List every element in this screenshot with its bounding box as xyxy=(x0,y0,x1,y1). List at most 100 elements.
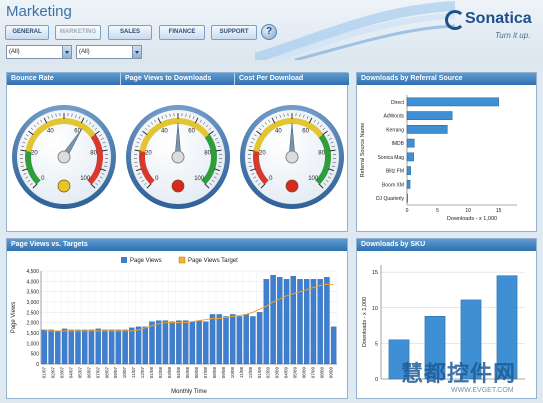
gauge-tick xyxy=(88,122,92,125)
sku-y-tick: 5 xyxy=(375,341,378,347)
pv-bar xyxy=(142,326,148,365)
pageviews-panel: Page Views vs. Targets Page Views Page Vi… xyxy=(6,238,348,399)
gauge-section-pv: Page Views to Downloads 0 20 40 60 80 100 xyxy=(121,73,235,231)
gauge-tick xyxy=(30,127,34,131)
chevron-down-icon[interactable] xyxy=(132,46,141,58)
tab-marketing[interactable]: MARKETING xyxy=(55,25,101,40)
gauge-tick xyxy=(33,124,37,128)
gauge-tick xyxy=(185,113,187,117)
pv-bar xyxy=(324,277,330,365)
referral-bar xyxy=(406,180,411,189)
pageviews-title: Page Views vs. Targets xyxy=(7,239,347,251)
pv-x-tick: 03/09 xyxy=(275,367,280,379)
gauge-tick xyxy=(192,115,195,119)
filter-select-1-value: (All) xyxy=(9,49,20,55)
watermark-text: 慧都控件网 xyxy=(401,362,517,387)
tab-support[interactable]: SUPPORT xyxy=(211,25,257,40)
pv-x-tick: 11/07 xyxy=(131,367,136,378)
referral-category-label: Sonica Mag xyxy=(378,155,405,161)
help-icon[interactable]: ? xyxy=(261,24,277,40)
pv-x-tick: 03/08 xyxy=(167,367,172,379)
decorative-swoosh xyxy=(255,1,455,60)
sku-y-tick: 0 xyxy=(375,377,378,383)
pv-target-line xyxy=(44,283,334,332)
pv-bar xyxy=(149,321,155,365)
tab-sales[interactable]: SALES xyxy=(108,25,152,40)
tab-general[interactable]: GENERAL xyxy=(5,25,49,40)
page-title: Marketing xyxy=(6,3,72,20)
pv-x-tick: 04/07 xyxy=(68,367,73,379)
gauge-title: Bounce Rate xyxy=(7,73,121,85)
gauge-tick xyxy=(141,179,145,182)
gauge-tick xyxy=(101,149,108,152)
pv-bar xyxy=(75,329,81,365)
gauge-tick xyxy=(47,115,50,119)
gauge-band xyxy=(87,134,103,185)
gauge-tick xyxy=(147,124,151,128)
gauge-status-light xyxy=(57,179,71,193)
pv-bar xyxy=(196,320,202,365)
sku-y-label: Downloads - x 1,000 xyxy=(362,297,368,347)
referral-category-label: Boom XM xyxy=(382,182,404,188)
pv-bar xyxy=(162,320,169,365)
gauge-tick xyxy=(322,127,326,131)
gauge-tick xyxy=(213,176,217,179)
gauge-tick xyxy=(329,173,333,175)
pv-bar xyxy=(95,328,101,365)
gauge-tick xyxy=(135,165,139,167)
gauge-tick-label: 0 xyxy=(269,176,273,182)
gauge-tick xyxy=(255,179,259,182)
pv-x-tick: 08/07 xyxy=(104,367,109,379)
pv-y-tick: 2,500 xyxy=(26,310,39,316)
gauge-tick-label: 80 xyxy=(204,150,211,156)
gauge-tick xyxy=(144,127,148,131)
gauge-tick-label: 40 xyxy=(161,128,168,134)
bounce-rate-gauge: 0 20 40 60 80 100 xyxy=(12,105,116,209)
filter-select-1[interactable]: (All) xyxy=(6,45,72,59)
gauge-tick xyxy=(217,145,221,148)
gauge-tick xyxy=(283,113,285,117)
pv-y-tick: 3,000 xyxy=(26,300,39,306)
pv-y-tick: 1,500 xyxy=(26,331,39,337)
pv-bar xyxy=(82,329,88,365)
gauge-tick xyxy=(327,176,331,179)
gauge-tick-label: 80 xyxy=(318,150,325,156)
referral-bar xyxy=(406,166,411,175)
pv-x-tick: 02/07 xyxy=(50,367,55,379)
referral-bar xyxy=(406,111,453,120)
pv-x-tick: 06/07 xyxy=(86,367,91,379)
gauge-tick xyxy=(251,173,255,175)
gauge-tick xyxy=(253,176,257,179)
gauge-tick xyxy=(325,179,329,182)
gauge-tick xyxy=(36,122,40,125)
gauge-tick xyxy=(327,134,330,137)
referral-bar xyxy=(406,125,448,134)
pv-x-tick: 08/09 xyxy=(320,367,325,379)
pv-x-tick: 12/07 xyxy=(140,367,145,379)
gauge-tick-label: 60 xyxy=(74,128,81,134)
pv-bar xyxy=(290,276,296,365)
pv-bar xyxy=(263,279,270,365)
pv-bar xyxy=(55,330,61,365)
gauge-tick-label: 20 xyxy=(259,150,266,156)
gauge-tick xyxy=(78,115,81,119)
gauge-status-light xyxy=(285,179,299,193)
gauge-tick xyxy=(208,127,212,131)
logo-tagline: Turn it up. xyxy=(495,31,531,40)
tab-finance[interactable]: FINANCE xyxy=(159,25,205,40)
filter-select-2[interactable]: (All) xyxy=(76,45,142,59)
referral-title: Downloads by Referral Source xyxy=(357,73,536,85)
pv-x-tick: 04/08 xyxy=(176,367,181,379)
legend-swatch-pageviews xyxy=(121,257,127,263)
gauge-band xyxy=(315,134,331,185)
legend-swatch-target xyxy=(178,256,186,264)
pv-x-tick: 10/08 xyxy=(230,367,235,379)
gauge-tick xyxy=(165,114,167,118)
gauge-tick xyxy=(134,149,141,152)
pv-bar xyxy=(135,326,142,365)
referral-y-label: Referral Source Name xyxy=(360,123,366,178)
gauge-tick xyxy=(27,179,31,182)
pv-bar xyxy=(230,314,236,365)
chevron-down-icon[interactable] xyxy=(62,46,71,58)
cost-per-download-gauge: 0 20 40 60 80 100 xyxy=(240,105,344,209)
